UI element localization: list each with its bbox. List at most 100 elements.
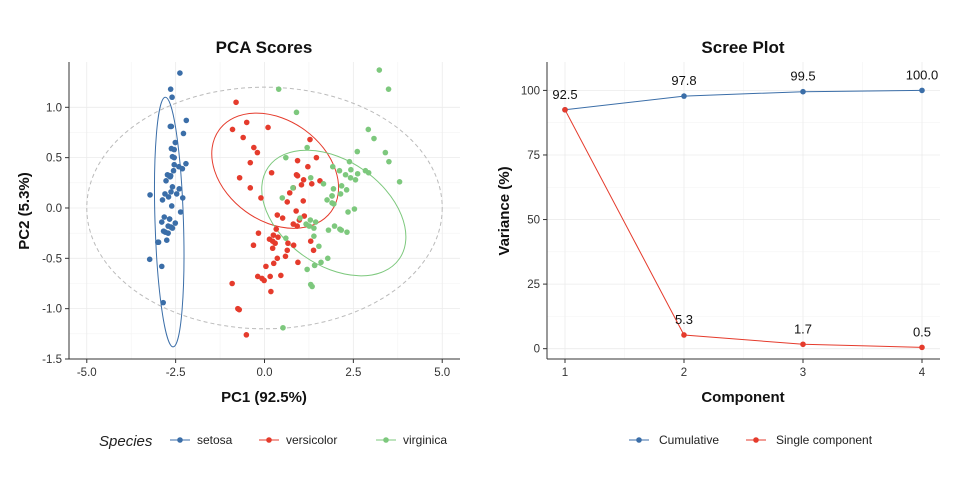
point-virginica [307, 217, 314, 223]
point-versicolor [268, 288, 274, 295]
point-versicolor [273, 226, 280, 232]
point-versicolor [305, 163, 311, 170]
point-versicolor [298, 182, 305, 188]
point-setosa [169, 225, 176, 231]
point-setosa [172, 220, 179, 226]
point-versicolor [290, 221, 297, 227]
point-versicolor [270, 232, 277, 238]
point-setosa [176, 163, 182, 170]
point-versicolor [236, 306, 243, 313]
pca-y-tick-label: -1.5 [42, 354, 62, 366]
pca-x-tick-label: 0.0 [257, 367, 273, 379]
point-versicolor [282, 253, 289, 260]
point-setosa [165, 230, 171, 236]
point-setosa [173, 191, 180, 197]
data-label: 100.0 [906, 67, 939, 82]
point-versicolor [279, 215, 286, 221]
scree-plot-panel: Scree Plot 97.8 99.5 100.0 92.5 5.3 1.7 0.5 1 2… [496, 38, 940, 447]
point-setosa [159, 197, 166, 203]
point-virginica [283, 235, 289, 241]
scree-data-labels: 97.8 99.5 100.0 92.5 5.3 1.7 0.5 [552, 67, 938, 339]
point-setosa [170, 167, 177, 174]
point-versicolor [268, 169, 275, 176]
pca-legend-title: Species [99, 433, 153, 450]
scree-axes [543, 62, 940, 363]
point-versicolor [236, 174, 243, 181]
point-virginica [351, 206, 358, 212]
point-versicolor [295, 259, 301, 266]
point-setosa [168, 189, 174, 195]
point-virginica [329, 200, 335, 206]
point-versicolor [275, 234, 281, 240]
ellipse-versicolor [211, 112, 340, 229]
point-virginica [376, 67, 383, 73]
point-versicolor [300, 198, 307, 204]
point-virginica [280, 324, 286, 331]
point-setosa [183, 160, 189, 167]
scree-tick-labels: 1 2 3 4 0 25 50 75 100 [521, 85, 926, 379]
point-virginica [347, 174, 354, 181]
point-cumulative [919, 87, 925, 94]
pca-legend: Species setosa versicolor virginica [99, 433, 447, 450]
point-virginica [312, 219, 319, 225]
point-versicolor [267, 273, 273, 280]
point-setosa [177, 209, 184, 215]
point-virginica [297, 215, 303, 221]
scree-x-tick-label: 2 [681, 367, 687, 379]
legend-key-point-single-component [753, 437, 759, 443]
point-virginica [279, 195, 286, 201]
point-single-component [562, 106, 568, 113]
point-virginica [320, 181, 327, 187]
point-virginica [371, 135, 377, 142]
point-virginica [396, 179, 403, 185]
pca-x-tick-label: -5.0 [77, 367, 97, 379]
legend-key-point-versicolor [266, 437, 272, 443]
point-versicolor [307, 238, 314, 245]
data-label: 99.5 [790, 69, 815, 84]
point-versicolor [307, 136, 313, 143]
point-setosa [179, 195, 186, 201]
legend-key-point-setosa [177, 437, 183, 443]
data-label: 5.3 [675, 312, 693, 327]
point-setosa [155, 239, 161, 246]
line-single-component [564, 109, 923, 348]
point-virginica [311, 262, 318, 269]
point-virginica [342, 171, 349, 178]
point-versicolor [254, 273, 261, 280]
pca-x-axis-label: PC1 (92.5%) [221, 389, 307, 406]
point-virginica [316, 243, 322, 250]
legend-label-cumulative: Cumulative [659, 433, 719, 447]
point-setosa [165, 194, 172, 200]
point-versicolor [284, 199, 291, 205]
data-label: 92.5 [552, 87, 577, 102]
pca-overall-ellipse [86, 86, 443, 330]
point-versicolor [274, 212, 281, 218]
scree-grid [547, 62, 940, 359]
legend-key-point-virginica [383, 437, 389, 443]
point-setosa [171, 161, 178, 168]
scree-title: Scree Plot [701, 38, 784, 57]
point-setosa [158, 219, 165, 225]
point-setosa [172, 139, 179, 146]
point-versicolor [265, 124, 271, 131]
point-virginica [365, 126, 372, 133]
point-versicolor [293, 208, 299, 214]
point-virginica [331, 223, 338, 229]
legend-label-virginica: virginica [403, 433, 447, 447]
point-virginica [354, 170, 361, 177]
point-setosa [169, 94, 175, 101]
pca-grid [69, 62, 460, 360]
point-virginica [344, 229, 350, 235]
pca-title: PCA Scores [216, 38, 313, 57]
point-versicolor [301, 213, 308, 219]
point-setosa [146, 256, 153, 263]
pca-y-tick-label: 0.0 [46, 203, 62, 215]
point-virginica [382, 149, 389, 156]
point-setosa [167, 123, 174, 130]
scree-y-tick-label: 25 [527, 279, 540, 291]
data-label: 0.5 [913, 324, 931, 339]
point-versicolor [266, 236, 273, 242]
scree-legend: Cumulative Single component [629, 433, 873, 447]
point-virginica [338, 227, 345, 233]
point-virginica [385, 86, 392, 92]
